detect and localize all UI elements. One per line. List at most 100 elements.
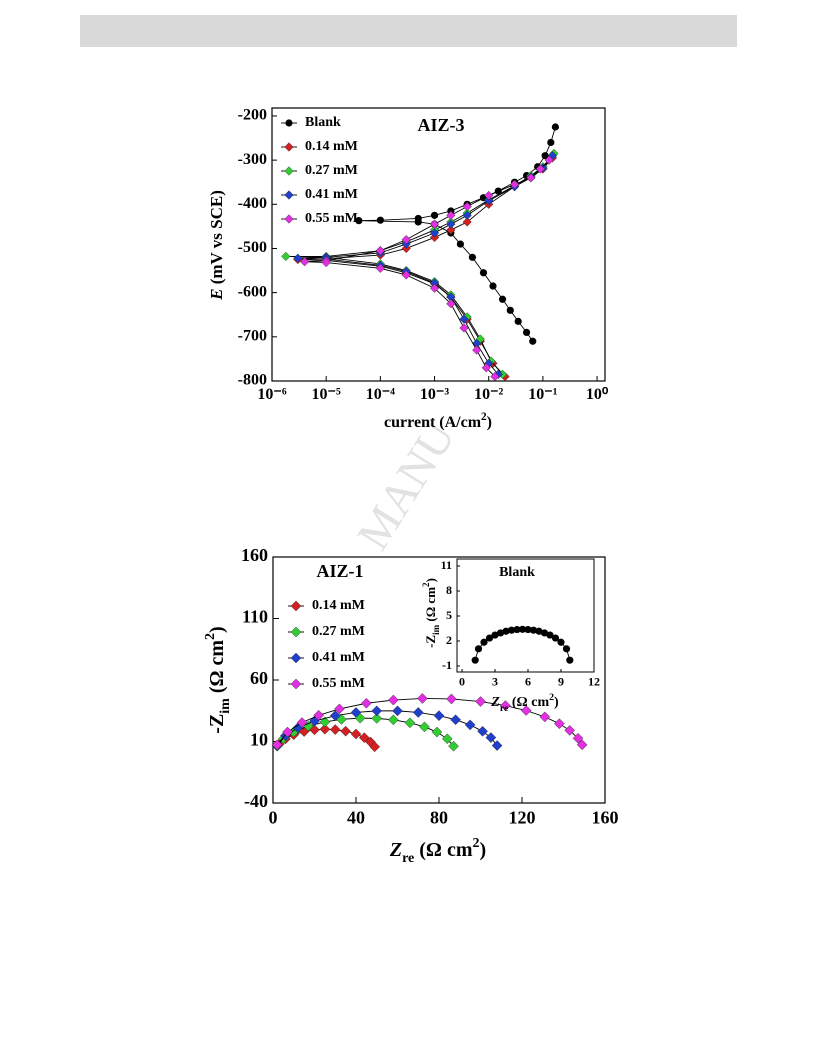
- marker: [350, 728, 362, 740]
- x-tick-label: 10⁻⁶: [257, 386, 286, 403]
- marker: [471, 656, 479, 664]
- axis-label-part: ): [554, 695, 559, 710]
- marker: [350, 707, 362, 718]
- marker: [281, 251, 291, 262]
- marker: [412, 707, 424, 718]
- marker: [371, 713, 383, 724]
- x-tick-label: 10⁻²: [474, 386, 503, 403]
- marker: [529, 626, 538, 634]
- marker: [361, 697, 372, 709]
- marker: [340, 725, 351, 737]
- y-tick-label: -800: [238, 372, 267, 389]
- chart-title: AIZ-3: [417, 115, 464, 135]
- legend-label: Blank: [305, 115, 341, 130]
- marker: [417, 693, 428, 704]
- legend-marker: [290, 600, 302, 612]
- x-tick-label: 10⁻⁵: [312, 386, 341, 403]
- axis-label-part: ): [479, 839, 486, 861]
- y-tick-label: -200: [238, 107, 267, 124]
- marker: [546, 631, 554, 639]
- legend-marker: [290, 678, 302, 690]
- y-tick-label: -40: [244, 791, 268, 811]
- axis-label-part: (Ω cm: [206, 640, 228, 699]
- axis-label-part: Z: [389, 839, 402, 861]
- marker: [429, 283, 440, 293]
- watermark: MANU: [347, 412, 465, 558]
- marker: [446, 210, 456, 220]
- marker: [414, 218, 422, 226]
- axis-label-part: ): [487, 414, 492, 431]
- marker: [296, 717, 308, 728]
- marker: [375, 246, 385, 256]
- marker: [392, 705, 403, 717]
- marker: [551, 634, 560, 642]
- marker: [474, 645, 483, 653]
- legend-marker: [284, 166, 294, 176]
- marker: [484, 190, 494, 201]
- marker: [520, 705, 532, 716]
- marker: [450, 714, 461, 726]
- axis-label-part: im: [431, 624, 441, 635]
- marker: [446, 219, 456, 229]
- marker: [524, 625, 532, 634]
- marker: [551, 123, 559, 131]
- marker: [514, 317, 522, 325]
- x-tick-label: 6: [525, 675, 531, 689]
- axis-label-part: im: [218, 698, 233, 714]
- marker: [490, 371, 500, 382]
- marker: [535, 164, 546, 174]
- marker: [468, 253, 477, 261]
- marker: [475, 696, 486, 707]
- axis-label-part: -Z: [206, 714, 228, 734]
- marker: [557, 638, 565, 646]
- y-tick-label: 160: [241, 545, 268, 565]
- marker: [564, 725, 576, 736]
- marker: [507, 626, 516, 634]
- legend-label: 0.14 mM: [312, 598, 365, 613]
- y-tick-label: 110: [242, 607, 268, 627]
- legend-label: 0.55 mM: [305, 211, 358, 226]
- marker: [513, 625, 521, 634]
- axis-label-part: ): [423, 578, 438, 582]
- legend-marker: [290, 626, 302, 638]
- marker: [480, 638, 488, 646]
- marker: [429, 228, 440, 238]
- marker: [544, 155, 554, 165]
- marker: [456, 240, 464, 248]
- marker: [464, 719, 476, 731]
- x-tick-label: 10⁻⁴: [366, 386, 395, 403]
- legend-label: 0.55 mM: [312, 676, 365, 691]
- axis-label-part: re: [500, 703, 509, 714]
- marker: [401, 270, 411, 280]
- marker: [371, 705, 383, 717]
- marker: [293, 253, 303, 263]
- marker: [462, 201, 472, 212]
- marker: [462, 217, 472, 227]
- axis-label-part: (Ω cm: [508, 695, 549, 710]
- marker: [481, 363, 491, 373]
- marker: [446, 299, 456, 309]
- x-tick-label: 9: [558, 675, 564, 689]
- axis-label-part: (Ω cm: [414, 839, 473, 861]
- marker: [429, 219, 440, 229]
- y-tick-label: -600: [238, 283, 267, 300]
- marker: [433, 710, 445, 721]
- marker: [477, 725, 488, 737]
- axis-label-part: 2: [203, 633, 218, 640]
- y-axis-label: -Zim (Ω cm2): [203, 626, 233, 733]
- marker: [529, 337, 537, 345]
- x-tick-label: 80: [430, 807, 448, 827]
- marker: [446, 693, 457, 705]
- marker: [334, 703, 345, 715]
- y-axis-label: -Zim (Ω cm2): [421, 578, 441, 648]
- marker: [388, 714, 399, 726]
- x-tick-label: 12: [588, 675, 600, 689]
- marker: [518, 625, 527, 633]
- series-line: [358, 126, 556, 342]
- marker: [541, 152, 549, 160]
- y-tick-label: -300: [238, 151, 267, 168]
- marker: [448, 740, 459, 752]
- axis-label-part: 2: [421, 582, 431, 587]
